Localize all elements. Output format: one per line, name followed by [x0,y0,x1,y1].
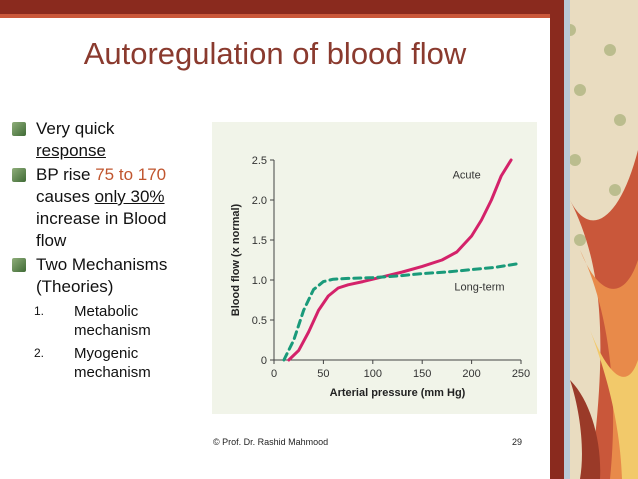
x-tick-label: 200 [462,368,480,380]
decorative-side-panel [550,0,638,479]
bullet-3: Two Mechanisms (Theories) [12,254,212,298]
y-tick-label: 0 [261,355,267,367]
bullet-1-line1: Very quick [36,119,115,138]
slide-title: Autoregulation of blood flow [83,36,467,71]
bullet-1-line2: response [36,141,106,160]
page-number: 29 [512,437,523,447]
x-tick-label: 100 [364,368,382,380]
bullet-2-underlined: only 30% [94,187,165,206]
bullet-marker-icon [12,258,26,272]
y-axis-label: Blood flow (x normal) [230,203,242,316]
legend-long-term-label: Long-term [454,281,504,293]
bullet-2-line2-pre: causes [36,187,95,206]
chart-area: 0 50 100 150 200 250 0 0.5 1.0 1.5 2.0 2.5 Arterial … [212,122,537,414]
sub-item-2-line2: mechanism [74,364,151,381]
footer-credit: © Prof. Dr. Rashid Mahmood [213,437,329,447]
bullet-list: Very quick response BP rise 75 to 170 ca… [12,118,212,382]
autoregulation-chart: 0 50 100 150 200 250 0 0.5 1.0 1.5 2.0 2.5 Arterial … [230,155,530,399]
y-tick-label: 0.5 [252,315,267,327]
bullet-3-line2: (Theories) [36,277,114,296]
bullet-marker-icon [12,168,26,182]
sub-item-1-line2: mechanism [74,322,151,339]
bullet-1: Very quick response [12,118,212,162]
bullet-2-pre: BP rise [36,165,96,184]
bullet-2-line4: flow [36,231,67,250]
bullet-2-range: 75 to 170 [95,165,167,184]
sub-item-2-number: 2. [34,346,45,360]
y-tick-label: 1.5 [252,235,267,247]
sub-item-1-number: 1. [34,304,45,318]
top-frame-bar [0,0,638,18]
sub-item-2: 2. Myogenic mechanism [12,344,212,382]
y-tick-label: 2.5 [252,155,267,167]
sub-item-2-line1: Myogenic [74,345,139,362]
x-axis-label: Arterial pressure (mm Hg) [330,387,466,399]
y-tick-label: 1.0 [252,275,267,287]
top-frame-accent [0,14,560,18]
bullet-marker-icon [12,122,26,136]
bullet-2-line3: increase in Blood [36,209,167,228]
bullet-3-line1: Two Mechanisms [36,255,168,274]
x-tick-label: 50 [317,368,329,380]
long-term-series-line [282,262,518,362]
bullet-2: BP rise 75 to 170 causes only 30% increa… [12,164,212,252]
sub-item-1: 1. Metabolic mechanism [12,302,212,340]
legend-acute-label: Acute [453,169,481,181]
acute-series-line [287,158,513,362]
x-tick-label: 250 [512,368,530,380]
x-tick-label: 150 [413,368,431,380]
y-tick-label: 2.0 [252,195,267,207]
x-tick-label: 0 [271,368,277,380]
sub-item-1-line1: Metabolic [74,303,139,320]
